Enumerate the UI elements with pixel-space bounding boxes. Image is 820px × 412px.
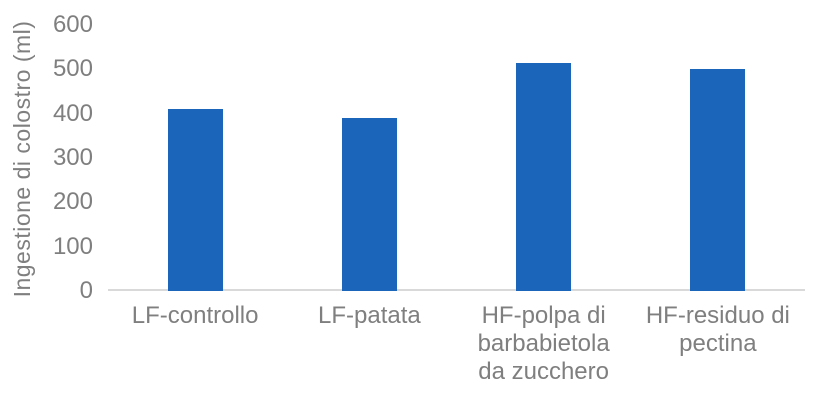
- y-tick-label: 600: [52, 11, 93, 38]
- y-tick-label: 400: [52, 99, 93, 127]
- bar-1: [167, 109, 223, 291]
- y-tick-label: 300: [52, 144, 93, 171]
- bar-2: [341, 118, 397, 291]
- y-tick-label: 200: [52, 188, 93, 216]
- y-tick-label: 500: [52, 55, 93, 83]
- x-category-label: LF-patata: [318, 302, 421, 329]
- bar-3: [516, 62, 572, 291]
- y-tick-label: 0: [79, 277, 93, 304]
- x-category-label: HF-polpa di barbabietola da zucchero: [477, 302, 610, 385]
- x-category-label: LF-controllo: [131, 302, 259, 329]
- x-category-label: HF-residuo di pectina: [645, 302, 790, 357]
- bar-4: [690, 69, 746, 291]
- y-tick-label: 100: [52, 232, 93, 260]
- x-axis-line: [108, 289, 805, 291]
